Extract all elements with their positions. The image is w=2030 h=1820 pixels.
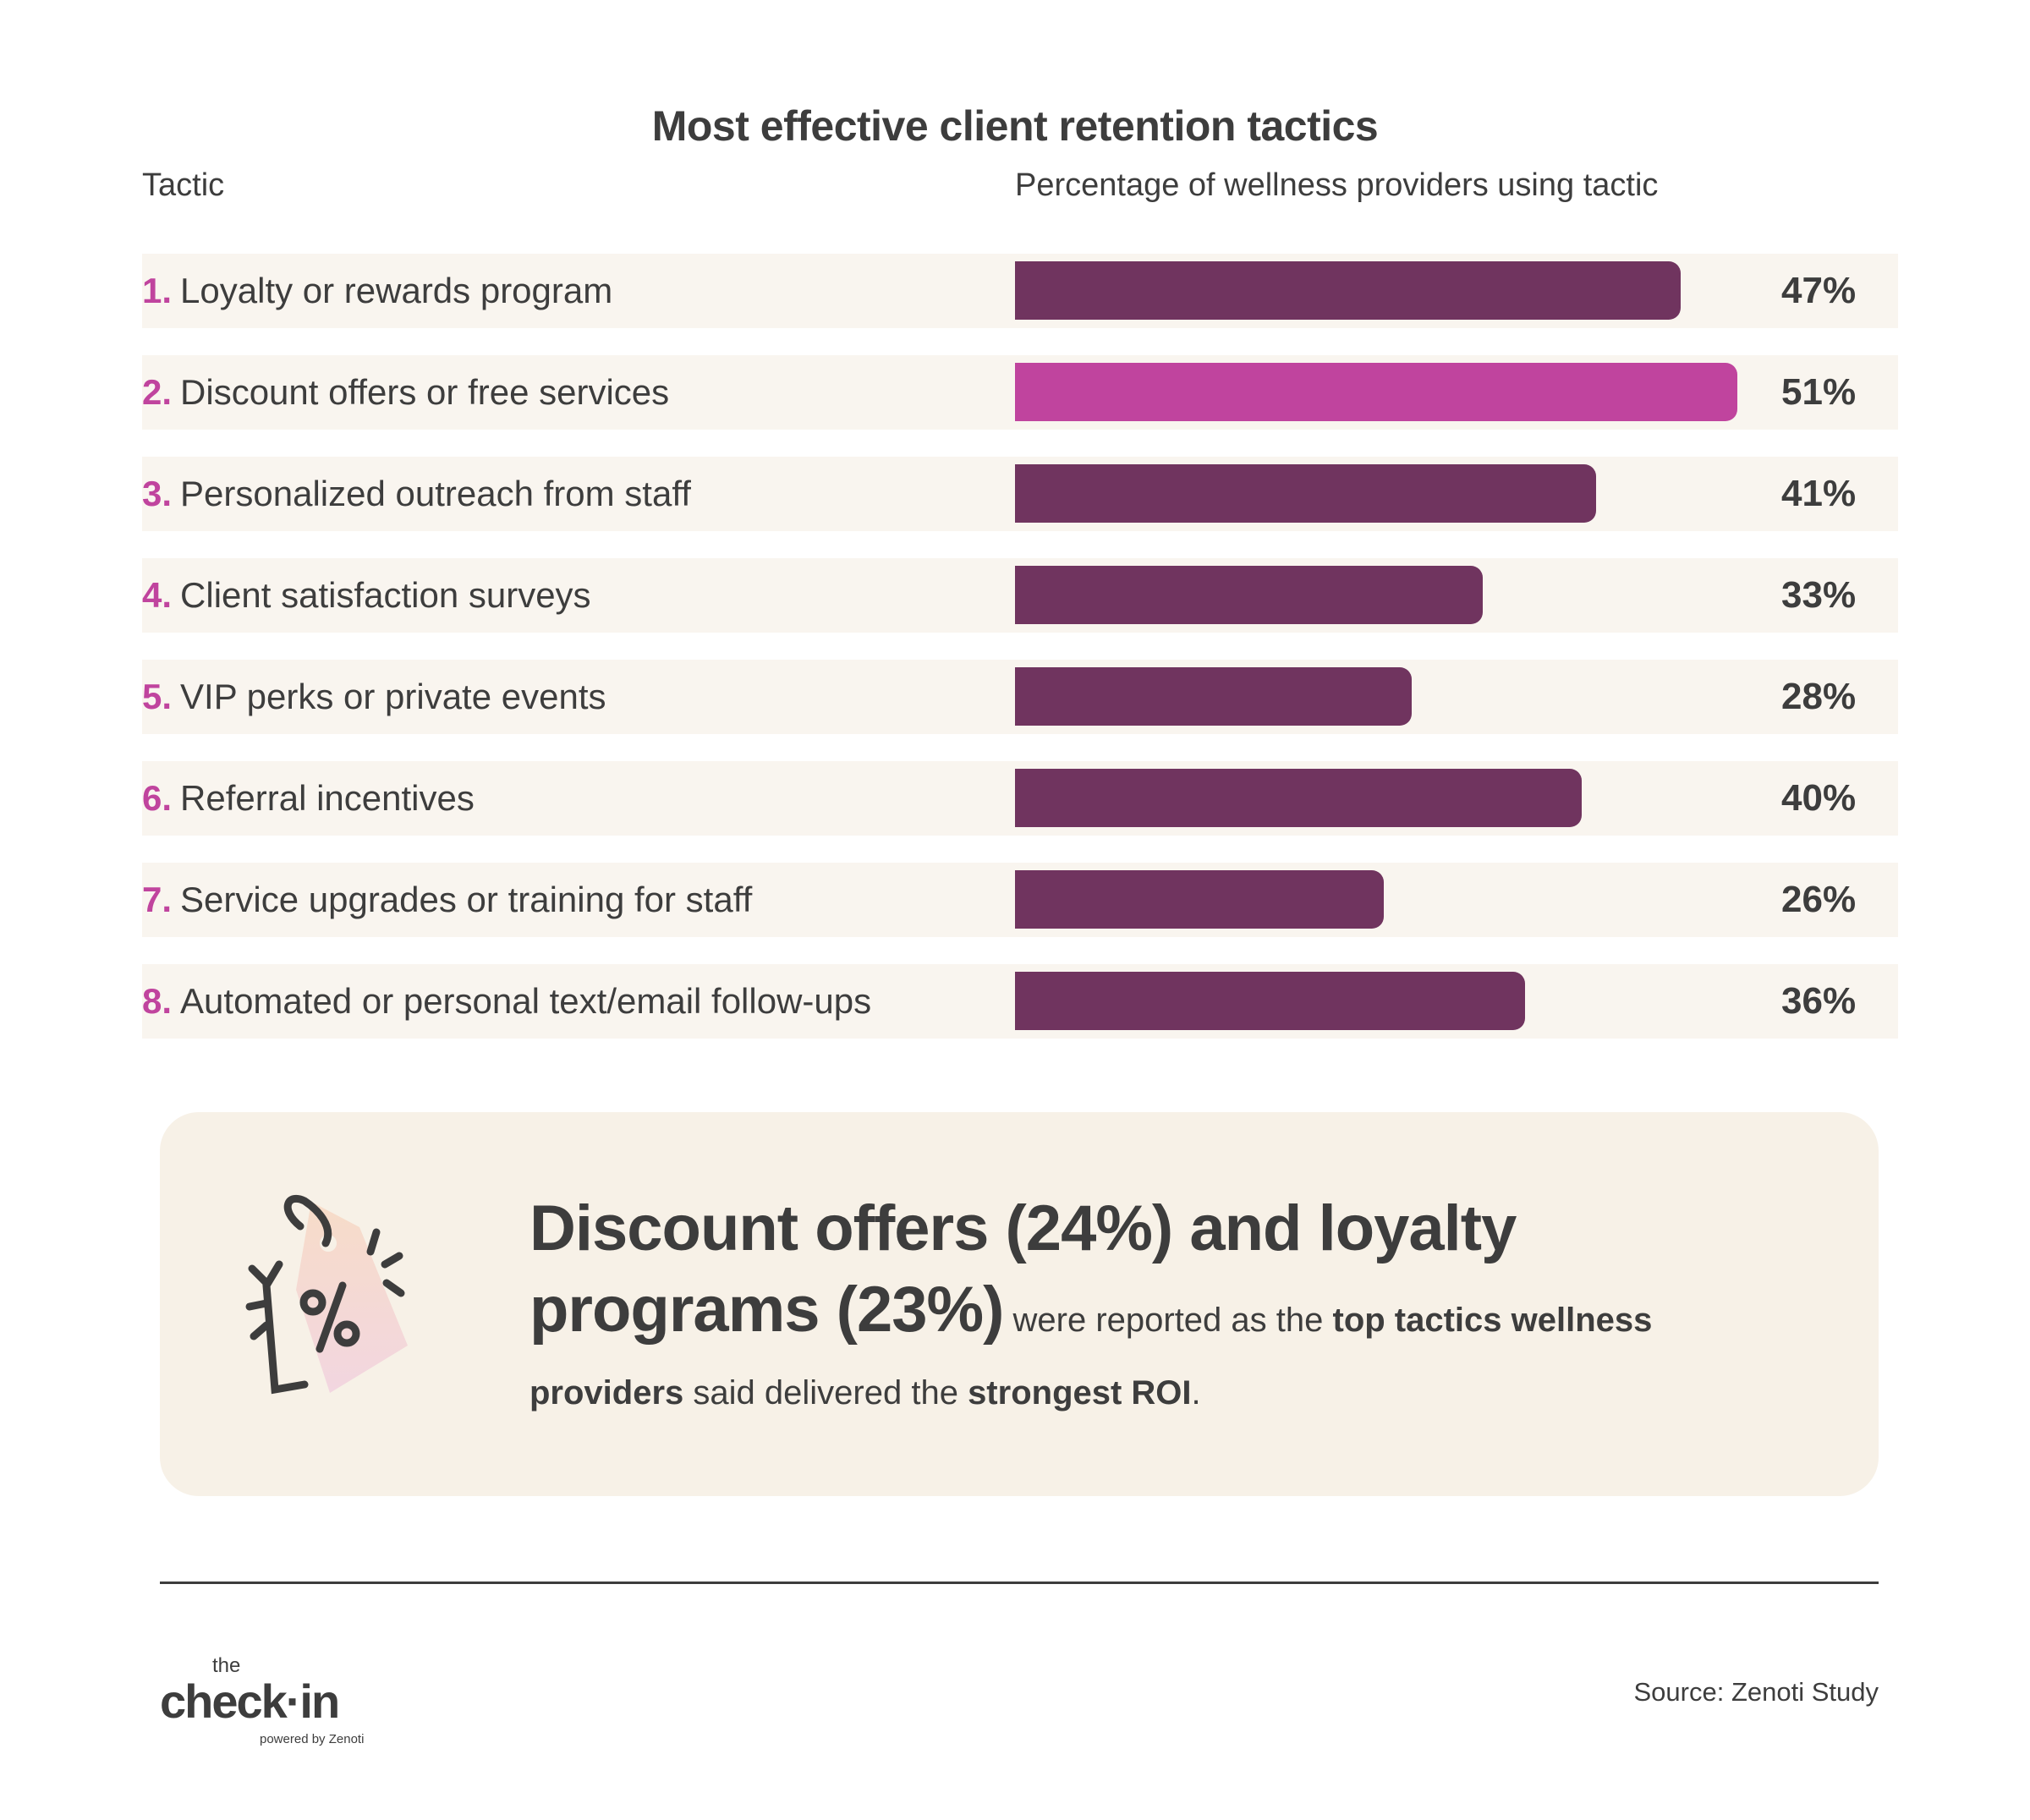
value-label: 47% <box>1781 270 1857 311</box>
callout-headline: Discount offers (24%) and loyalty progra… <box>529 1188 1866 1420</box>
bar <box>1015 667 1412 726</box>
bar <box>1015 769 1582 827</box>
callout-text: . <box>1191 1374 1201 1412</box>
category-label: 4. Client satisfaction surveys <box>142 558 591 633</box>
value-label: 51% <box>1781 371 1857 413</box>
bar-row: 1. Loyalty or rewards program 47% <box>142 254 1898 328</box>
callout-bold-text: strongest ROI <box>968 1374 1192 1412</box>
bar <box>1015 870 1384 929</box>
callout-text: said delivered the <box>683 1374 968 1412</box>
bar <box>1015 566 1483 624</box>
category-label: 2. Discount offers or free services <box>142 355 669 430</box>
rank-number: 4. <box>142 575 173 615</box>
rank-number: 2. <box>142 372 173 412</box>
tactic-name: Personalized outreach from staff <box>180 474 691 513</box>
category-label: 8. Automated or personal text/email follo… <box>142 964 871 1039</box>
svg-text:the: the <box>212 1654 240 1677</box>
bar-row: 2. Discount offers or free services 51% <box>142 355 1898 430</box>
value-label: 40% <box>1781 777 1857 819</box>
category-label: 7. Service upgrades or training for staff <box>142 863 752 937</box>
rank-number: 7. <box>142 880 173 919</box>
source-note: Source: Zenoti Study <box>1633 1677 1879 1707</box>
tactic-name: Loyalty or rewards program <box>180 271 613 310</box>
callout-text: were reported as the <box>1003 1302 1333 1339</box>
value-label: 36% <box>1781 980 1857 1022</box>
category-label: 3. Personalized outreach from staff <box>142 457 691 531</box>
rank-number: 1. <box>142 271 173 310</box>
rank-number: 8. <box>142 981 173 1021</box>
callout-box <box>160 1112 1879 1496</box>
category-label: 6. Referral incentives <box>142 761 475 836</box>
category-label: 1. Loyalty or rewards program <box>142 254 612 328</box>
check-in-logo: the check·in powered by Zenoti <box>160 1654 364 1746</box>
bar <box>1015 363 1738 421</box>
value-label: 28% <box>1781 676 1857 717</box>
tactic-name: Service upgrades or training for staff <box>180 880 753 919</box>
tactic-name: Discount offers or free services <box>180 372 670 412</box>
bar-row: 3. Personalized outreach from staff 41% <box>142 457 1898 531</box>
divider <box>160 1582 1879 1584</box>
bar-row: 6. Referral incentives 40% <box>142 761 1898 836</box>
bar-row: 8. Automated or personal text/email follo… <box>142 964 1898 1039</box>
callout-bold-text: top tactics wellness <box>1332 1302 1653 1339</box>
discount-tag-icon <box>245 1194 408 1395</box>
tactic-name: Client satisfaction surveys <box>180 575 591 615</box>
tactic-name: VIP perks or private events <box>180 677 606 716</box>
callout-headline-line2-wrap: programs (23%) were reported as the top … <box>529 1269 1866 1361</box>
bar <box>1015 972 1525 1030</box>
rank-number: 3. <box>142 474 173 513</box>
value-header: Percentage of wellness providers using t… <box>1015 167 1659 203</box>
bar <box>1015 261 1682 320</box>
category-header: Tactic <box>142 167 225 203</box>
callout-bold-text: providers <box>529 1374 684 1412</box>
chart-title: Most effective client retention tactics <box>651 102 1379 150</box>
tactic-name: Referral incentives <box>180 778 475 818</box>
svg-text:check·in: check·in <box>160 1675 338 1728</box>
bar-row: 4. Client satisfaction surveys 33% <box>142 558 1898 633</box>
bar-row: 5. VIP perks or private events 28% <box>142 660 1898 734</box>
category-label: 5. VIP perks or private events <box>142 660 606 734</box>
bar-row: 7. Service upgrades or training for staff… <box>142 863 1898 937</box>
callout-headline-line1: Discount offers (24%) and loyalty <box>529 1192 1517 1264</box>
tactic-name: Automated or personal text/email follow-… <box>180 981 872 1021</box>
value-label: 26% <box>1781 879 1857 920</box>
callout-line3: providers said delivered the strongest R… <box>529 1366 1866 1420</box>
bar <box>1015 464 1596 523</box>
value-label: 33% <box>1781 574 1857 616</box>
value-label: 41% <box>1781 473 1857 514</box>
svg-text:powered by Zenoti: powered by Zenoti <box>260 1732 364 1746</box>
rank-number: 6. <box>142 778 173 818</box>
callout-headline-line2: programs (23%) <box>529 1274 1004 1346</box>
rank-number: 5. <box>142 677 173 716</box>
